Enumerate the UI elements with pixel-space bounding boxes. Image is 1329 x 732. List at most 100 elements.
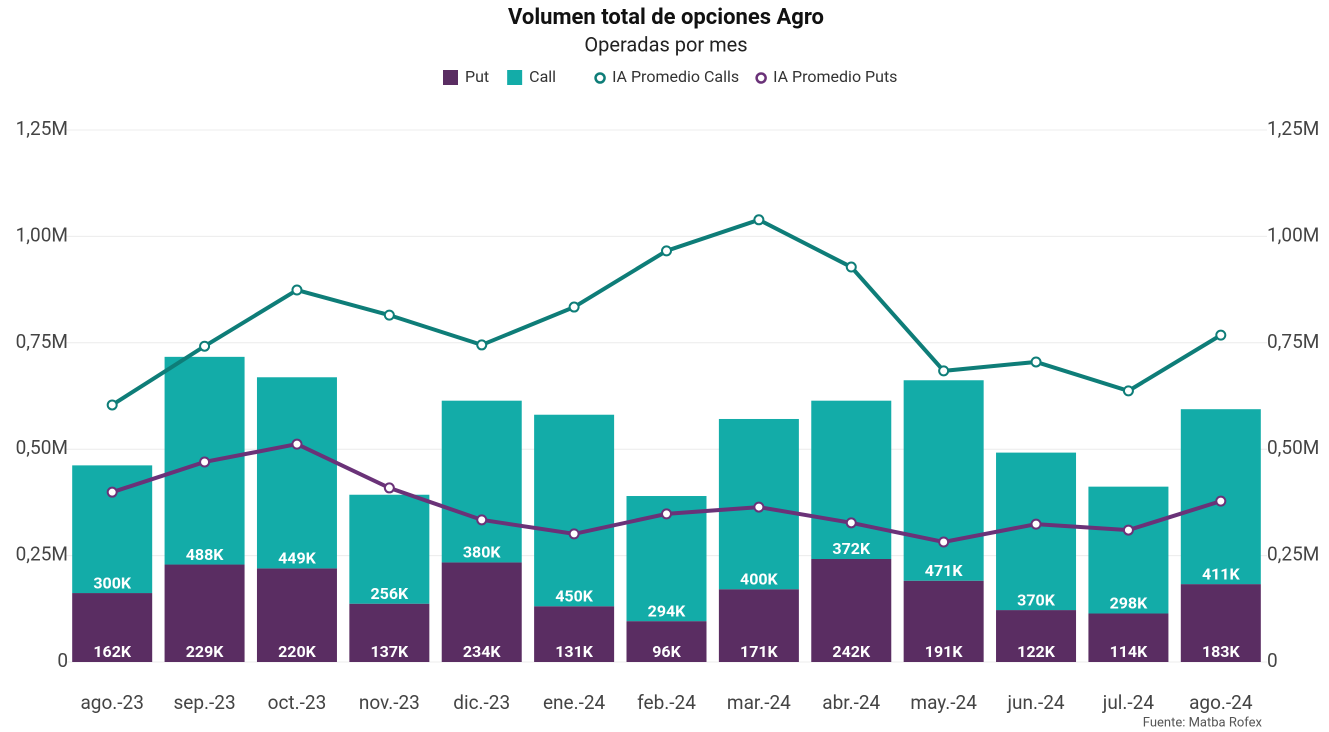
legend-label: Call bbox=[529, 67, 556, 86]
legend-label: IA Promedio Calls bbox=[612, 67, 739, 86]
data-label: 122K bbox=[1017, 642, 1056, 661]
data-label: 471K bbox=[925, 561, 964, 580]
x-tick-label: jun.-24 bbox=[1006, 691, 1064, 714]
x-tick-label: dic.-23 bbox=[453, 691, 510, 714]
line-marker bbox=[938, 365, 950, 377]
line-marker bbox=[1122, 524, 1134, 536]
x-tick-label: ene.-24 bbox=[543, 691, 606, 714]
line-marker bbox=[568, 301, 580, 313]
data-label: 183K bbox=[1202, 642, 1241, 661]
y2-tick-label: 0,25M bbox=[1267, 543, 1319, 566]
data-label: 242K bbox=[832, 642, 871, 661]
x-tick-label: ago.-23 bbox=[80, 691, 143, 714]
bar bbox=[441, 562, 522, 662]
bar bbox=[164, 564, 245, 662]
line-marker bbox=[1030, 356, 1042, 368]
bar bbox=[903, 580, 984, 662]
line-marker bbox=[753, 214, 765, 226]
x-tick-label: ago.-24 bbox=[1189, 691, 1253, 714]
line-marker bbox=[661, 245, 672, 257]
bar bbox=[903, 380, 984, 581]
bar bbox=[534, 606, 615, 662]
chart-title: Volumen total de opciones Agro bbox=[508, 5, 824, 30]
line-marker bbox=[106, 399, 118, 411]
x-tick-label: sep.-23 bbox=[173, 691, 235, 714]
data-label: 220K bbox=[278, 642, 317, 661]
legend-swatch bbox=[507, 70, 523, 85]
line-marker bbox=[845, 517, 857, 529]
y-tick-label: 1,00M bbox=[16, 223, 68, 246]
data-label: 449K bbox=[278, 549, 317, 568]
x-tick-label: abr.-24 bbox=[822, 691, 880, 714]
line-marker bbox=[199, 340, 211, 352]
bar bbox=[1088, 613, 1169, 662]
bar bbox=[256, 568, 337, 662]
line-marker bbox=[1122, 385, 1134, 397]
legend-label: IA Promedio Puts bbox=[773, 67, 897, 86]
data-label: 411K bbox=[1202, 564, 1241, 583]
line-marker bbox=[938, 536, 950, 548]
y-tick-label: 1,25M bbox=[16, 117, 68, 140]
data-label: 229K bbox=[186, 642, 225, 661]
data-label: 114K bbox=[1110, 642, 1149, 661]
line-marker bbox=[1215, 495, 1227, 507]
bar bbox=[718, 589, 799, 662]
line-marker bbox=[383, 309, 395, 321]
data-label: 256K bbox=[370, 584, 409, 603]
data-label: 488K bbox=[186, 545, 225, 564]
data-label: 372K bbox=[832, 539, 871, 558]
y-tick-label: 0 bbox=[57, 649, 68, 672]
legend-marker bbox=[755, 72, 767, 84]
y2-tick-label: 1,00M bbox=[1267, 223, 1319, 246]
data-label: 370K bbox=[1017, 590, 1056, 609]
y2-tick-label: 0,50M bbox=[1267, 436, 1319, 459]
data-label: 131K bbox=[555, 642, 594, 661]
line-marker bbox=[753, 501, 765, 513]
data-label: 96K bbox=[652, 642, 681, 661]
line-marker bbox=[291, 284, 303, 296]
y-tick-label: 0,50M bbox=[16, 436, 68, 459]
line-marker bbox=[568, 528, 580, 540]
bar bbox=[349, 494, 430, 604]
data-label: 137K bbox=[370, 642, 409, 661]
bar bbox=[996, 452, 1077, 611]
line-marker bbox=[1030, 518, 1042, 530]
legend-label: Put bbox=[465, 67, 489, 86]
data-label: 234K bbox=[463, 642, 502, 661]
y2-tick-label: 1,25M bbox=[1267, 117, 1319, 140]
line-marker bbox=[383, 482, 395, 494]
line-marker bbox=[106, 486, 118, 498]
y2-tick-label: 0 bbox=[1267, 649, 1278, 672]
x-tick-label: feb.-24 bbox=[637, 691, 696, 714]
legend-marker bbox=[594, 72, 606, 84]
line-marker bbox=[476, 339, 488, 351]
bar bbox=[441, 400, 522, 563]
data-label: 300K bbox=[93, 573, 132, 592]
line-marker bbox=[291, 438, 303, 450]
line-marker bbox=[1215, 329, 1227, 341]
line-marker bbox=[199, 456, 211, 468]
data-label: 450K bbox=[555, 586, 594, 605]
bar bbox=[811, 559, 892, 662]
data-label: 380K bbox=[463, 543, 502, 562]
bar bbox=[256, 377, 337, 569]
y-tick-label: 0,25M bbox=[16, 543, 68, 566]
bar bbox=[349, 603, 430, 662]
x-tick-label: mar.-24 bbox=[727, 691, 791, 714]
x-tick-label: may.-24 bbox=[910, 691, 977, 714]
bar bbox=[72, 465, 153, 594]
x-tick-label: oct.-23 bbox=[268, 691, 327, 714]
bar bbox=[811, 400, 892, 560]
data-label: 191K bbox=[925, 642, 964, 661]
data-label: 400K bbox=[740, 569, 779, 588]
bar bbox=[72, 593, 153, 662]
x-tick-label: nov.-23 bbox=[359, 691, 420, 714]
bar bbox=[996, 610, 1077, 662]
legend-swatch bbox=[443, 70, 458, 85]
data-label: 162K bbox=[93, 642, 132, 661]
y2-tick-label: 0,75M bbox=[1267, 330, 1319, 353]
chart-subtitle: Operadas por mes bbox=[584, 32, 747, 56]
bar bbox=[534, 414, 615, 607]
source: Fuente: Matba Rofex bbox=[1143, 715, 1263, 730]
